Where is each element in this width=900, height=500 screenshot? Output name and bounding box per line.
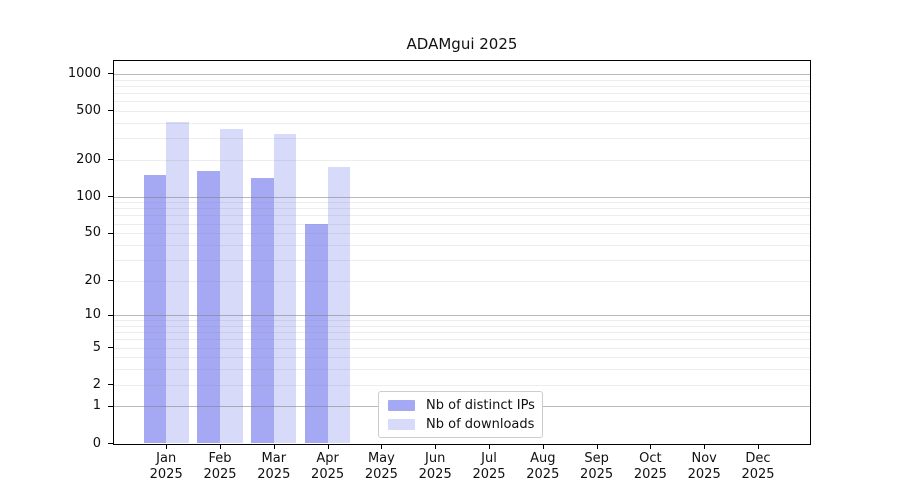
- y-tick-label: 2: [92, 376, 101, 392]
- y-tick-mark: [108, 232, 113, 234]
- x-tick-year: 2025: [257, 467, 291, 482]
- x-tick-label: Mar 2025: [244, 451, 304, 483]
- x-tick-mark: [381, 444, 383, 449]
- y-tick-label: 5: [92, 339, 101, 355]
- x-tick-year: 2025: [526, 467, 560, 482]
- legend-row: Nb of downloads: [388, 416, 535, 432]
- x-tick-mark: [758, 444, 759, 449]
- x-tick-mark: [435, 444, 437, 449]
- x-tick-label: Dec 2025: [728, 451, 788, 483]
- x-tick-month: Feb: [208, 451, 232, 466]
- x-tick-month: Mar: [261, 451, 287, 466]
- x-tick-month: Jun: [425, 451, 446, 466]
- x-tick-label: Oct 2025: [620, 451, 680, 483]
- y-tick-label: 1: [92, 398, 101, 414]
- x-tick-mark: [327, 444, 329, 449]
- y-tick-label: 20: [84, 272, 101, 288]
- y-tick-mark: [108, 159, 113, 161]
- x-tick-label: Jun 2025: [405, 451, 465, 483]
- y-tick-label: 100: [76, 188, 101, 204]
- x-tick-year: 2025: [633, 467, 667, 482]
- y-tick-mark: [108, 443, 113, 444]
- x-tick-label: Jul 2025: [459, 451, 519, 483]
- legend-swatch: [388, 399, 415, 411]
- legend: Nb of distinct IPs Nb of downloads: [378, 391, 543, 438]
- x-tick-month: Nov: [691, 451, 717, 466]
- x-tick-mark: [273, 444, 275, 449]
- x-tick-month: Apr: [316, 451, 339, 466]
- y-tick-label: 1000: [67, 65, 101, 81]
- x-tick-mark: [650, 444, 652, 449]
- x-tick-year: 2025: [580, 467, 614, 482]
- y-tick-mark: [108, 110, 113, 112]
- x-tick-year: 2025: [472, 467, 506, 482]
- x-tick-label: May 2025: [351, 451, 411, 483]
- y-tick-label: 200: [76, 151, 101, 167]
- y-tick-mark: [108, 196, 113, 198]
- x-tick-month: Oct: [639, 451, 662, 466]
- x-tick-mark: [220, 444, 221, 449]
- y-tick-mark: [108, 73, 113, 75]
- x-tick-mark: [542, 444, 544, 449]
- x-tick-mark: [704, 444, 706, 449]
- x-tick-month: Aug: [530, 451, 556, 466]
- x-tick-year: 2025: [687, 467, 721, 482]
- y-tick-mark: [108, 347, 113, 349]
- plot-area: [113, 60, 811, 445]
- x-tick-label: Apr 2025: [298, 451, 358, 483]
- x-tick-year: 2025: [203, 467, 237, 482]
- legend-label: Nb of distinct IPs: [426, 397, 535, 413]
- x-tick-label: Aug 2025: [513, 451, 573, 483]
- x-tick-month: Jul: [481, 451, 497, 466]
- y-tick-mark: [108, 384, 113, 386]
- y-tick-mark: [108, 405, 113, 407]
- x-tick-year: 2025: [418, 467, 452, 482]
- x-tick-label: Sep 2025: [567, 451, 627, 483]
- x-tick-year: 2025: [364, 467, 398, 482]
- x-tick-year: 2025: [741, 467, 775, 482]
- x-tick-mark: [596, 444, 598, 449]
- x-tick-month: May: [367, 451, 395, 466]
- x-tick-year: 2025: [149, 467, 183, 482]
- y-tick-label: 500: [76, 102, 101, 118]
- y-tick-label: 0: [92, 435, 101, 451]
- chart-title: ADAMgui 2025: [406, 35, 518, 53]
- x-tick-label: Nov 2025: [674, 451, 734, 483]
- legend-swatch: [388, 418, 415, 430]
- x-tick-month: Jan: [156, 451, 177, 466]
- x-tick-month: Dec: [745, 451, 771, 466]
- x-tick-label: Feb 2025: [190, 451, 250, 483]
- y-tick-label: 50: [84, 225, 101, 241]
- x-tick-mark: [489, 444, 490, 449]
- y-tick-mark: [108, 314, 113, 316]
- y-tick-mark: [108, 280, 113, 282]
- x-tick-year: 2025: [311, 467, 345, 482]
- x-tick-month: Sep: [584, 451, 609, 466]
- x-tick-label: Jan 2025: [136, 451, 196, 483]
- y-tick-label: 10: [84, 307, 101, 323]
- x-tick-mark: [166, 444, 168, 449]
- legend-row: Nb of distinct IPs: [388, 397, 535, 413]
- legend-label: Nb of downloads: [426, 416, 535, 432]
